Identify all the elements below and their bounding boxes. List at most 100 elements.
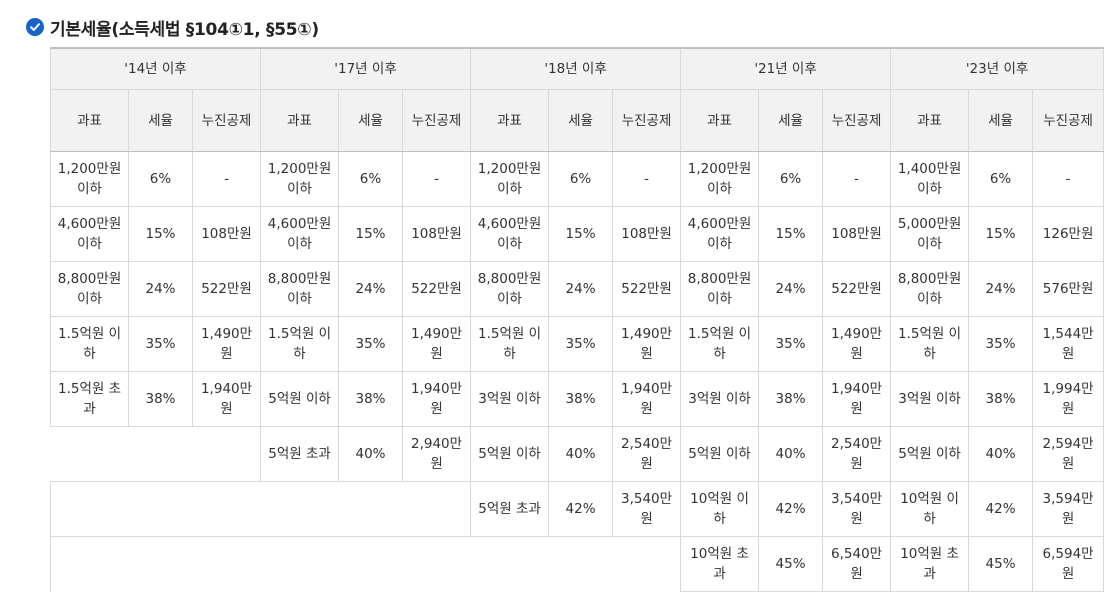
deduction-cell: 522만원 [402, 261, 472, 317]
section-heading: 기본세율(소득세법 §104①1, §55①) [26, 14, 319, 40]
tax-bracket-cell: 1,200만원 이하 [260, 151, 340, 207]
tax-bracket-cell: 4,600만원 이하 [260, 206, 340, 262]
period-header: '14년 이후 [49, 47, 262, 90]
period-header-row: '14년 이후 '17년 이후 '18년 이후 '21년 이후 '23년 이후 [49, 47, 1105, 90]
tax-rate-cell: 24% [548, 261, 614, 317]
tax-bracket-cell: 1,200만원 이하 [680, 151, 760, 207]
rate-header: 세율 [128, 89, 193, 152]
table-row: 1.5억원 이하 35% 1,490만원 1.5억원 이하 35% 1,490만원 1.5억… [50, 316, 1105, 372]
rate-header: 세율 [338, 89, 404, 152]
tax-rate-cell: 40% [968, 426, 1034, 482]
rate-header: 세율 [968, 89, 1034, 152]
tax-rate-cell: 6% [338, 151, 404, 207]
period-header: '23년 이후 [890, 47, 1105, 90]
deduction-cell: 522만원 [191, 261, 262, 317]
tax-rate-cell: 38% [758, 371, 824, 427]
tax-rate-cell: 45% [758, 536, 824, 592]
tax-rate-cell: 6% [968, 151, 1034, 207]
deduction-cell: - [191, 151, 262, 207]
section-title: 기본세율(소득세법 §104①1, §55①) [50, 19, 319, 40]
tax-bracket-cell: 3억원 이하 [470, 371, 550, 427]
tax-rate-cell: 15% [128, 206, 193, 262]
tax-rate-cell: 45% [968, 536, 1034, 592]
tax-bracket-cell: 1.5억원 이하 [50, 316, 129, 372]
tax-bracket-cell: 5억원 이하 [470, 426, 550, 482]
deduction-cell: 2,540만원 [612, 426, 682, 482]
tax-rate-cell: 35% [128, 316, 193, 372]
period-header: '21년 이후 [680, 47, 892, 90]
table-row: 1,200만원 이하 6% -1,200만원 이하 6% -1,200만원 이하 6% -1… [50, 151, 1105, 207]
tax-rate-cell: 35% [338, 316, 404, 372]
tax-rate-cell: 15% [548, 206, 614, 262]
rate-header: 세율 [758, 89, 824, 152]
deduction-cell: - [402, 151, 472, 207]
tax-bracket-cell: 8,800만원 이하 [890, 261, 970, 317]
tax-bracket-cell: 5억원 이하 [260, 371, 340, 427]
table-row: 10억원 초과 45% 6,540만원 10억원 초과 45% 6,594만원 [49, 536, 1105, 592]
tax-rate-cell: 40% [758, 426, 824, 482]
tax-bracket-cell: 1.5억원 이하 [260, 316, 340, 372]
tax-rate-cell: 42% [548, 481, 614, 537]
deduction-cell: 6,594만원 [1032, 536, 1105, 592]
deduction-cell: 1,940만원 [822, 371, 892, 427]
tax-bracket-cell: 8,800만원 이하 [470, 261, 550, 317]
tax-bracket-cell: 5억원 초과 [470, 481, 550, 537]
tax-rate-cell: 24% [758, 261, 824, 317]
period-header: '17년 이후 [260, 47, 472, 90]
tax-bracket-cell: 8,800만원 이하 [680, 261, 760, 317]
deduction-header: 누진공제 [402, 89, 472, 152]
deduction-cell: 1,544만원 [1032, 316, 1105, 372]
tax-rate-cell: 15% [968, 206, 1034, 262]
deduction-cell: 1,490만원 [822, 316, 892, 372]
tax-rate-cell: 38% [548, 371, 614, 427]
deduction-cell: 108만원 [822, 206, 892, 262]
deduction-cell: 2,940만원 [402, 426, 472, 482]
tax-bracket-cell: 1,200만원 이하 [470, 151, 550, 207]
tax-rate-table: '14년 이후 '17년 이후 '18년 이후 '21년 이후 '23년 이후 … [49, 47, 1105, 592]
tax-bracket-cell: 10억원 이하 [890, 481, 970, 537]
deduction-cell: 1,490만원 [402, 316, 472, 372]
bracket-header: 과표 [890, 89, 970, 152]
deduction-header: 누진공제 [1032, 89, 1105, 152]
tax-rate-cell: 42% [968, 481, 1034, 537]
deduction-cell: - [612, 151, 682, 207]
deduction-cell: 522만원 [822, 261, 892, 317]
rate-header: 세율 [548, 89, 614, 152]
check-circle-icon [26, 18, 44, 36]
tax-rate-cell: 35% [548, 316, 614, 372]
tax-bracket-cell: 1.5억원 이하 [470, 316, 550, 372]
empty-cell [50, 426, 261, 482]
tax-rate-cell: 40% [338, 426, 404, 482]
deduction-cell: 522만원 [612, 261, 682, 317]
tax-bracket-cell: 5,000만원 이하 [890, 206, 970, 262]
empty-cell [49, 536, 681, 592]
deduction-cell: 1,994만원 [1032, 371, 1105, 427]
table-row: 4,600만원 이하 15% 108만원 4,600만원 이하 15% 108만원 4,60… [50, 206, 1105, 262]
tax-bracket-cell: 4,600만원 이하 [470, 206, 550, 262]
deduction-header: 누진공제 [191, 89, 262, 152]
tax-bracket-cell: 10억원 이하 [680, 481, 760, 537]
tax-rate-cell: 15% [758, 206, 824, 262]
tax-rate-cell: 35% [968, 316, 1034, 372]
tax-rate-cell: 40% [548, 426, 614, 482]
tax-rate-cell: 24% [338, 261, 404, 317]
deduction-header: 누진공제 [612, 89, 682, 152]
tax-bracket-cell: 1.5억원 이하 [890, 316, 970, 372]
table-row: 5억원 초과 40% 2,940만원 5억원 이하 40% 2,540만원 5억원 이하 40… [50, 426, 1105, 482]
deduction-cell: 1,940만원 [612, 371, 682, 427]
table-row: 1.5억원 초과 38% 1,940만원 5억원 이하 38% 1,940만원 3억원 이하… [50, 371, 1105, 427]
deduction-cell: 108만원 [402, 206, 472, 262]
empty-cell [49, 481, 471, 537]
tax-bracket-cell: 1.5억원 초과 [50, 371, 129, 427]
period-header: '18년 이후 [470, 47, 682, 90]
bracket-header: 과표 [680, 89, 760, 152]
deduction-cell: 3,540만원 [612, 481, 682, 537]
tax-bracket-cell: 10억원 초과 [680, 536, 760, 592]
deduction-cell: 1,490만원 [612, 316, 682, 372]
deduction-header: 누진공제 [822, 89, 892, 152]
deduction-cell: 3,540만원 [822, 481, 892, 537]
tax-bracket-cell: 5억원 초과 [260, 426, 340, 482]
deduction-cell: 576만원 [1032, 261, 1105, 317]
deduction-cell: 126만원 [1032, 206, 1105, 262]
tax-rate-cell: 35% [758, 316, 824, 372]
